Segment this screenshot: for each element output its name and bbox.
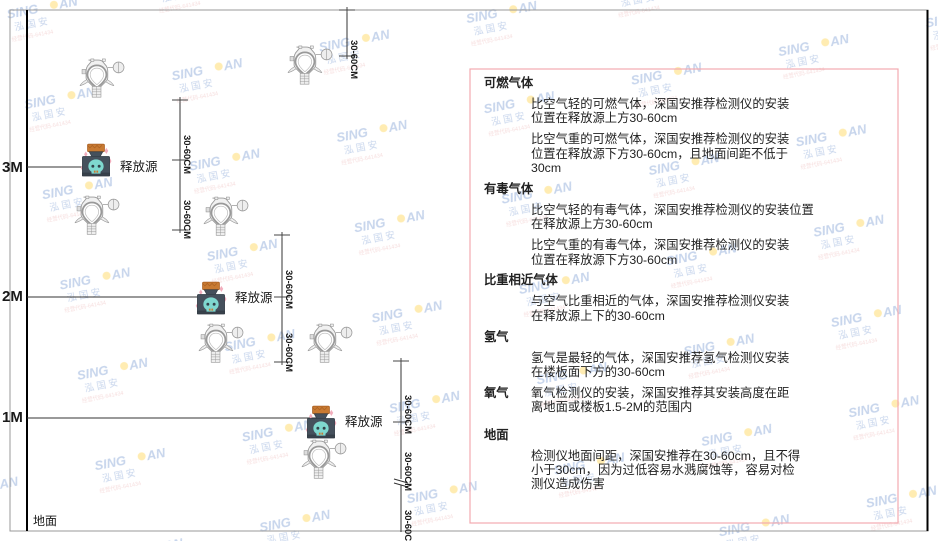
svg-text:30-60CM: 30-60CM (283, 333, 294, 372)
svg-text:30-60CM: 30-60CM (283, 270, 294, 309)
svg-text:释放源: 释放源 (345, 414, 383, 429)
svg-text:地面: 地面 (33, 514, 57, 528)
svg-text:30-60CM: 30-60CM (181, 200, 192, 239)
svg-text:释放源: 释放源 (120, 159, 158, 174)
svg-text:30-60CM: 30-60CM (402, 395, 413, 434)
svg-text:30-60CM: 30-60CM (402, 452, 413, 491)
svg-text:30-60CM: 30-60CM (181, 135, 192, 174)
svg-text:2M: 2M (2, 288, 23, 305)
svg-text:30-60CM: 30-60CM (402, 510, 413, 541)
svg-text:释放源: 释放源 (235, 290, 273, 305)
svg-text:30-60CM: 30-60CM (348, 40, 359, 79)
svg-text:1M: 1M (2, 409, 23, 426)
svg-text:3M: 3M (2, 159, 23, 176)
